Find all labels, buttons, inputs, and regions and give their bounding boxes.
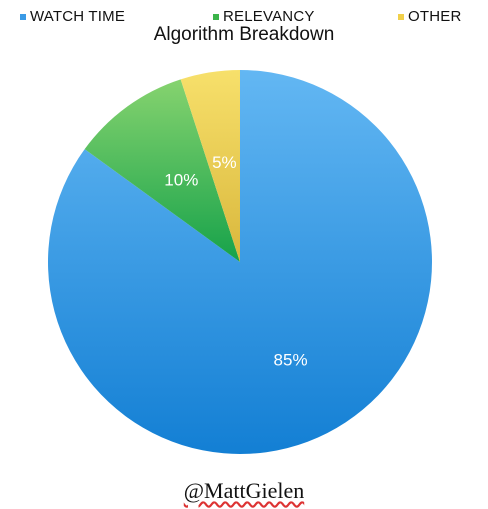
author-credit-text: @MattGielen <box>183 478 305 503</box>
legend-item-other: OTHER <box>398 8 462 25</box>
pie-slice-other <box>180 70 240 262</box>
chart-legend: WATCH TIME RELEVANCY OTHER <box>0 8 488 28</box>
pie-label-watch-time: 85% <box>274 351 308 370</box>
author-credit: @MattGielen <box>0 478 488 504</box>
pie-label-relevancy: 10% <box>164 171 198 190</box>
legend-item-relevancy: RELEVANCY <box>213 8 315 25</box>
legend-label-relevancy: RELEVANCY <box>223 8 315 25</box>
pie-label-other: 5% <box>212 153 237 172</box>
legend-swatch-other <box>398 13 404 20</box>
legend-label-watch-time: WATCH TIME <box>30 8 126 25</box>
legend-swatch-relevancy <box>213 13 219 20</box>
legend-item-watch-time: WATCH TIME <box>20 8 125 25</box>
pie-slice-relevancy <box>84 79 241 262</box>
legend-label-other: OTHER <box>408 8 462 25</box>
chart-title: Algorithm Breakdown <box>153 24 335 45</box>
legend-swatch-watch-time <box>20 13 26 20</box>
